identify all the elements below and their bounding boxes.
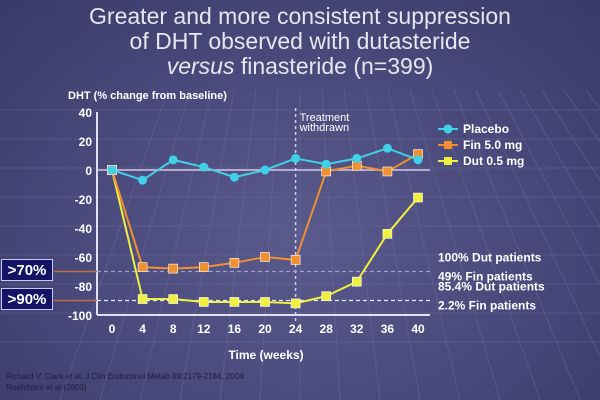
x-tick-label: 40 <box>411 322 425 336</box>
data-point <box>229 172 239 182</box>
withdrawal-label: withdrawn <box>299 122 350 134</box>
threshold70-label: 49% Fin patients <box>438 270 533 284</box>
title-italic: versus <box>166 53 235 79</box>
data-point <box>229 257 240 268</box>
grid-line <box>387 89 461 400</box>
data-point <box>260 165 270 175</box>
legend-label: Dut 0.5 mg <box>463 154 524 168</box>
data-point <box>413 192 423 203</box>
data-point <box>290 298 301 309</box>
y-axis-label: DHT (% change from baseline) <box>68 90 227 102</box>
grid-line <box>139 89 213 400</box>
data-point <box>290 255 301 265</box>
grid-line <box>343 89 381 400</box>
x-tick-label: 8 <box>170 322 177 336</box>
badge-90: >90% <box>1 288 53 310</box>
threshold90-label: 85.4% Dut patients <box>438 280 545 294</box>
data-point <box>352 153 362 163</box>
y-tick-label: -20 <box>75 193 93 207</box>
y-tick-label: 40 <box>79 106 93 120</box>
chart-title: Greater and more consistent suppression … <box>0 4 600 79</box>
grid-line <box>219 89 257 400</box>
x-tick-label: 12 <box>197 322 211 336</box>
legend-marker <box>444 141 452 149</box>
grid-line <box>99 89 191 400</box>
data-point <box>199 162 209 172</box>
threshold90-label: 2.2% Fin patients <box>438 299 536 313</box>
y-tick-label: -40 <box>75 222 93 236</box>
data-point <box>168 155 178 165</box>
data-point <box>351 276 362 287</box>
threshold70-label: 100% Dut patients <box>438 251 542 265</box>
citation-1: Richard V. Clark et al. J Clin Endocrino… <box>6 372 244 381</box>
title-line-2: of DHT observed with dutasteride <box>129 28 471 54</box>
data-point <box>199 262 209 272</box>
data-point <box>229 297 240 307</box>
withdrawal-label: Treatment <box>300 112 350 124</box>
y-tick-label: -80 <box>75 280 93 294</box>
series-line <box>111 169 419 305</box>
grid-line <box>475 89 600 359</box>
y-tick-label: -100 <box>68 309 92 323</box>
data-point <box>321 291 332 301</box>
citation-2: Roehrborn et al (2003) <box>6 383 87 392</box>
data-point <box>291 153 301 163</box>
legend-label: Fin 5.0 mg <box>463 138 522 152</box>
grid-line <box>541 89 600 182</box>
x-tick-label: 24 <box>289 322 303 336</box>
title-line-3: versus finasteride (n=399) <box>0 54 600 79</box>
legend-marker <box>444 157 452 165</box>
data-point <box>260 252 270 262</box>
grid-line <box>409 89 501 400</box>
data-point <box>321 159 331 169</box>
grid-line <box>453 89 581 400</box>
grid-line <box>321 89 341 400</box>
x-tick-label: 4 <box>139 322 146 336</box>
title-rest: finasteride (n=399) <box>234 53 434 79</box>
grid-line <box>59 89 169 400</box>
title-line-1: Greater and more consistent suppression <box>89 3 511 29</box>
grid-line <box>179 89 235 400</box>
grid-line <box>259 89 279 400</box>
grid-line <box>497 89 600 287</box>
x-axis-label: Time (weeks) <box>228 348 303 362</box>
x-tick-label: 20 <box>258 322 272 336</box>
data-point <box>199 297 209 307</box>
x-tick-label: 0 <box>109 322 116 336</box>
grid-line <box>519 89 600 229</box>
grid-line <box>365 89 421 400</box>
data-point <box>138 175 148 185</box>
data-point <box>137 294 148 304</box>
data-point <box>413 155 423 165</box>
x-tick-label: 36 <box>381 322 395 336</box>
y-tick-label: 20 <box>79 135 93 149</box>
data-point <box>168 294 178 304</box>
badge-70: >70% <box>1 259 53 281</box>
data-point <box>382 143 392 153</box>
y-tick-label: -60 <box>75 251 93 265</box>
legend-marker <box>443 124 453 134</box>
x-tick-label: 28 <box>320 322 334 336</box>
x-tick-label: 16 <box>228 322 242 336</box>
data-point <box>107 165 117 175</box>
data-point <box>168 263 178 274</box>
x-tick-label: 32 <box>350 322 364 336</box>
data-point <box>260 297 270 307</box>
data-point <box>137 262 148 272</box>
grid-line <box>563 89 600 143</box>
data-point <box>382 166 393 177</box>
series-line <box>111 147 419 182</box>
data-point <box>382 229 393 239</box>
legend-label: Placebo <box>463 122 509 136</box>
y-tick-label: 0 <box>85 164 92 178</box>
